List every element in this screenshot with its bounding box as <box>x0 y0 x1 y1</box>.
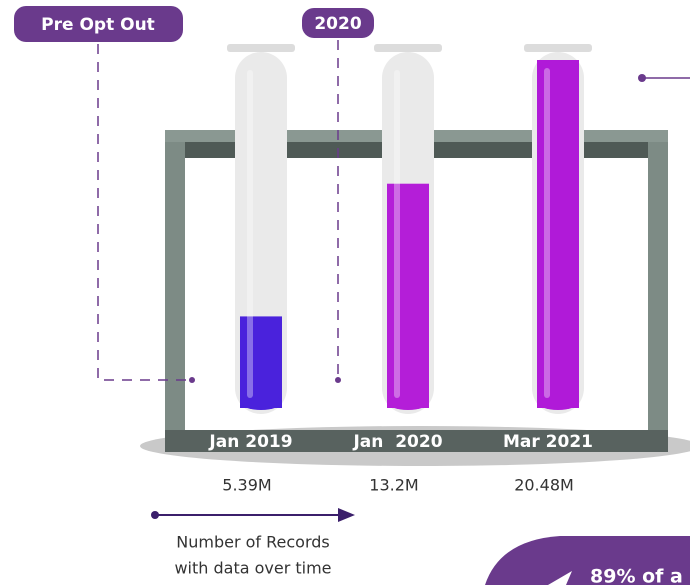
category-label: Jan 2019 <box>208 432 292 452</box>
chart: Pre Opt Out 2020 Number of Records with … <box>0 0 690 585</box>
marker-dot <box>335 377 341 383</box>
value-label: 20.48M <box>514 476 574 495</box>
tube-cap <box>227 44 295 52</box>
tube-liquid <box>537 60 579 408</box>
tube-bottom <box>387 394 429 410</box>
category-label: Mar 2021 <box>503 432 593 452</box>
tube-liquid <box>387 184 429 408</box>
category-label: Jan 2020 <box>352 432 442 452</box>
marker-label: Pre Opt Out <box>41 15 155 35</box>
marker-dot <box>189 377 195 383</box>
rack-post <box>165 130 185 450</box>
value-label: 13.2M <box>369 476 418 495</box>
tube-highlight <box>544 68 550 398</box>
tube-bottom <box>240 394 282 410</box>
caption: Number of Records <box>176 533 329 552</box>
marker-label: 2020 <box>314 14 361 34</box>
caption-arrowhead <box>338 508 355 522</box>
connector-dot <box>638 74 646 82</box>
tube-bottom <box>537 394 579 410</box>
value-label: 5.39M <box>222 476 271 495</box>
tube-cap <box>524 44 592 52</box>
tube-cap <box>374 44 442 52</box>
rack-post <box>648 130 668 450</box>
tube-highlight <box>247 70 253 398</box>
callout-text: 89% of a <box>590 566 683 585</box>
caption: with data over time <box>174 559 331 578</box>
caption-dot <box>151 511 159 519</box>
tube-highlight <box>394 70 400 398</box>
